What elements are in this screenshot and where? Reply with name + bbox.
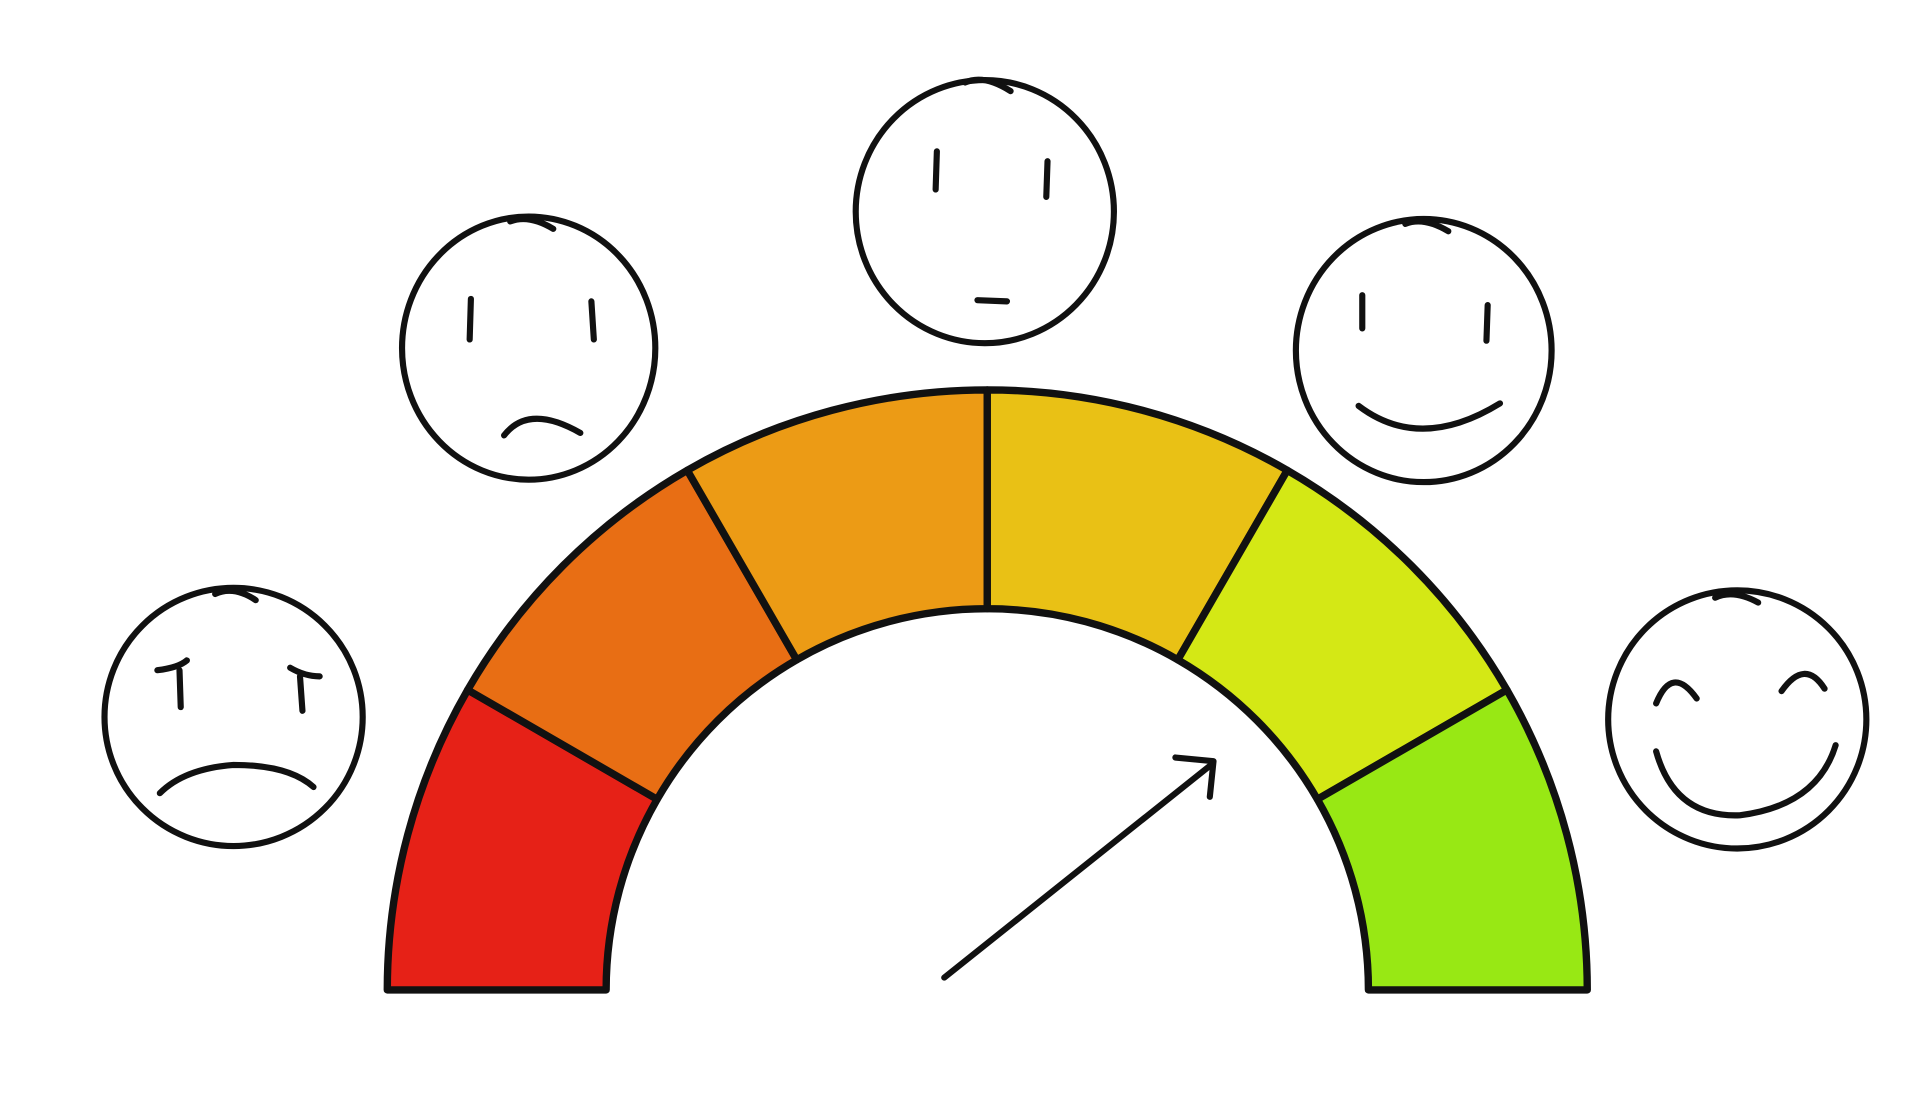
face-hair [1402, 218, 1452, 235]
gauge-segment [1313, 686, 1591, 994]
face-eyes [466, 295, 597, 343]
face-hair [507, 215, 557, 232]
face-outline [1605, 587, 1870, 852]
face-eyes [932, 148, 1051, 200]
face-neutral [852, 76, 1117, 347]
face-hair [212, 587, 259, 604]
face-mouth [156, 761, 317, 797]
face-eyes [1653, 670, 1828, 707]
face-mouth [1653, 742, 1839, 819]
face-outline [398, 213, 659, 483]
face-eyes [154, 657, 323, 714]
gauge [383, 386, 1591, 994]
face-eyes [1359, 292, 1491, 344]
needle-line [941, 761, 1215, 981]
face-very-sad [101, 584, 366, 850]
face-very-happy [1605, 587, 1870, 852]
face-outline [101, 584, 366, 850]
face-sad [398, 213, 659, 483]
face-mouth [1355, 400, 1504, 432]
face-mouth [974, 297, 1011, 305]
face-outline [1292, 215, 1555, 486]
face-mouth [501, 415, 584, 439]
face-outline [852, 76, 1117, 347]
face-happy [1292, 215, 1555, 486]
needle [941, 754, 1217, 981]
face-hair [1712, 591, 1762, 606]
needle-head [1172, 754, 1217, 800]
face-hair [962, 76, 1014, 95]
